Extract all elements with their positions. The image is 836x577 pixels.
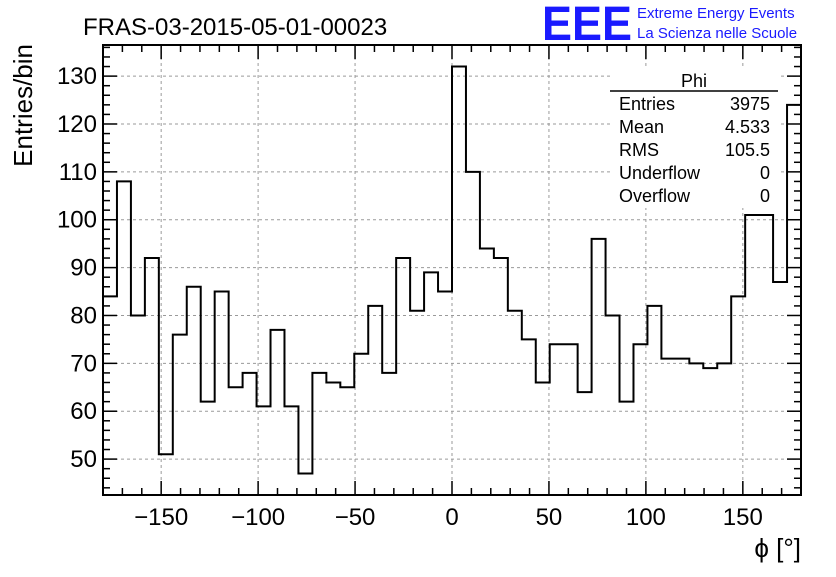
eee-logo-line2: La Scienza nelle Scuole [637,25,797,42]
y-tick-label: 60 [70,398,97,425]
y-tick-label: 50 [70,446,97,473]
y-tick-label: 130 [57,63,97,90]
eee-logo-line1: Extreme Energy Events [637,5,795,22]
stats-row-value: 4.533 [725,117,770,137]
stats-box: Phi Entries 3975 Mean 4.533 RMS 105.5 Underflo… [610,68,778,208]
x-axis-label: ϕ [°] [754,533,801,563]
y-tick-label: 90 [70,255,97,282]
chart-title: FRAS-03-2015-05-01-00023 [83,14,387,41]
x-tick-labels: −150 −100 −50 0 50 100 150 [134,504,763,531]
y-tick-label: 70 [70,350,97,377]
stats-row-value: 0 [760,186,770,206]
stats-row-value: 105.5 [725,140,770,160]
x-tick-label: −150 [134,504,188,531]
stats-row-label: Mean [619,117,664,137]
x-tick-label: 50 [536,504,563,531]
x-tick-label: −50 [335,504,376,531]
stats-row-value: 3975 [730,94,770,114]
x-tick-label: 100 [626,504,666,531]
y-axis-label: Entries/bin [8,44,38,167]
y-tick-labels: 50 60 70 80 90 100 110 120 130 [57,63,97,473]
x-tick-label: −100 [231,504,285,531]
stats-row-label: RMS [619,140,659,160]
eee-logo-letters: EEE [542,0,632,51]
x-tick-label: 0 [445,504,458,531]
stats-row-label: Entries [619,94,675,114]
eee-logo: EEE Extreme Energy Events La Scienza nel… [542,0,797,51]
axis-ticks [102,45,802,495]
y-tick-label: 120 [57,111,97,138]
y-tick-label: 100 [57,207,97,234]
histogram-series-line [103,65,801,475]
x-tick-label: 150 [723,504,763,531]
stats-row-label: Underflow [619,163,701,183]
y-tick-label: 110 [59,159,97,186]
stats-row-value: 0 [760,163,770,183]
y-tick-label: 80 [70,302,97,329]
stats-box-title: Phi [681,71,707,91]
stats-row-label: Overflow [619,186,691,206]
